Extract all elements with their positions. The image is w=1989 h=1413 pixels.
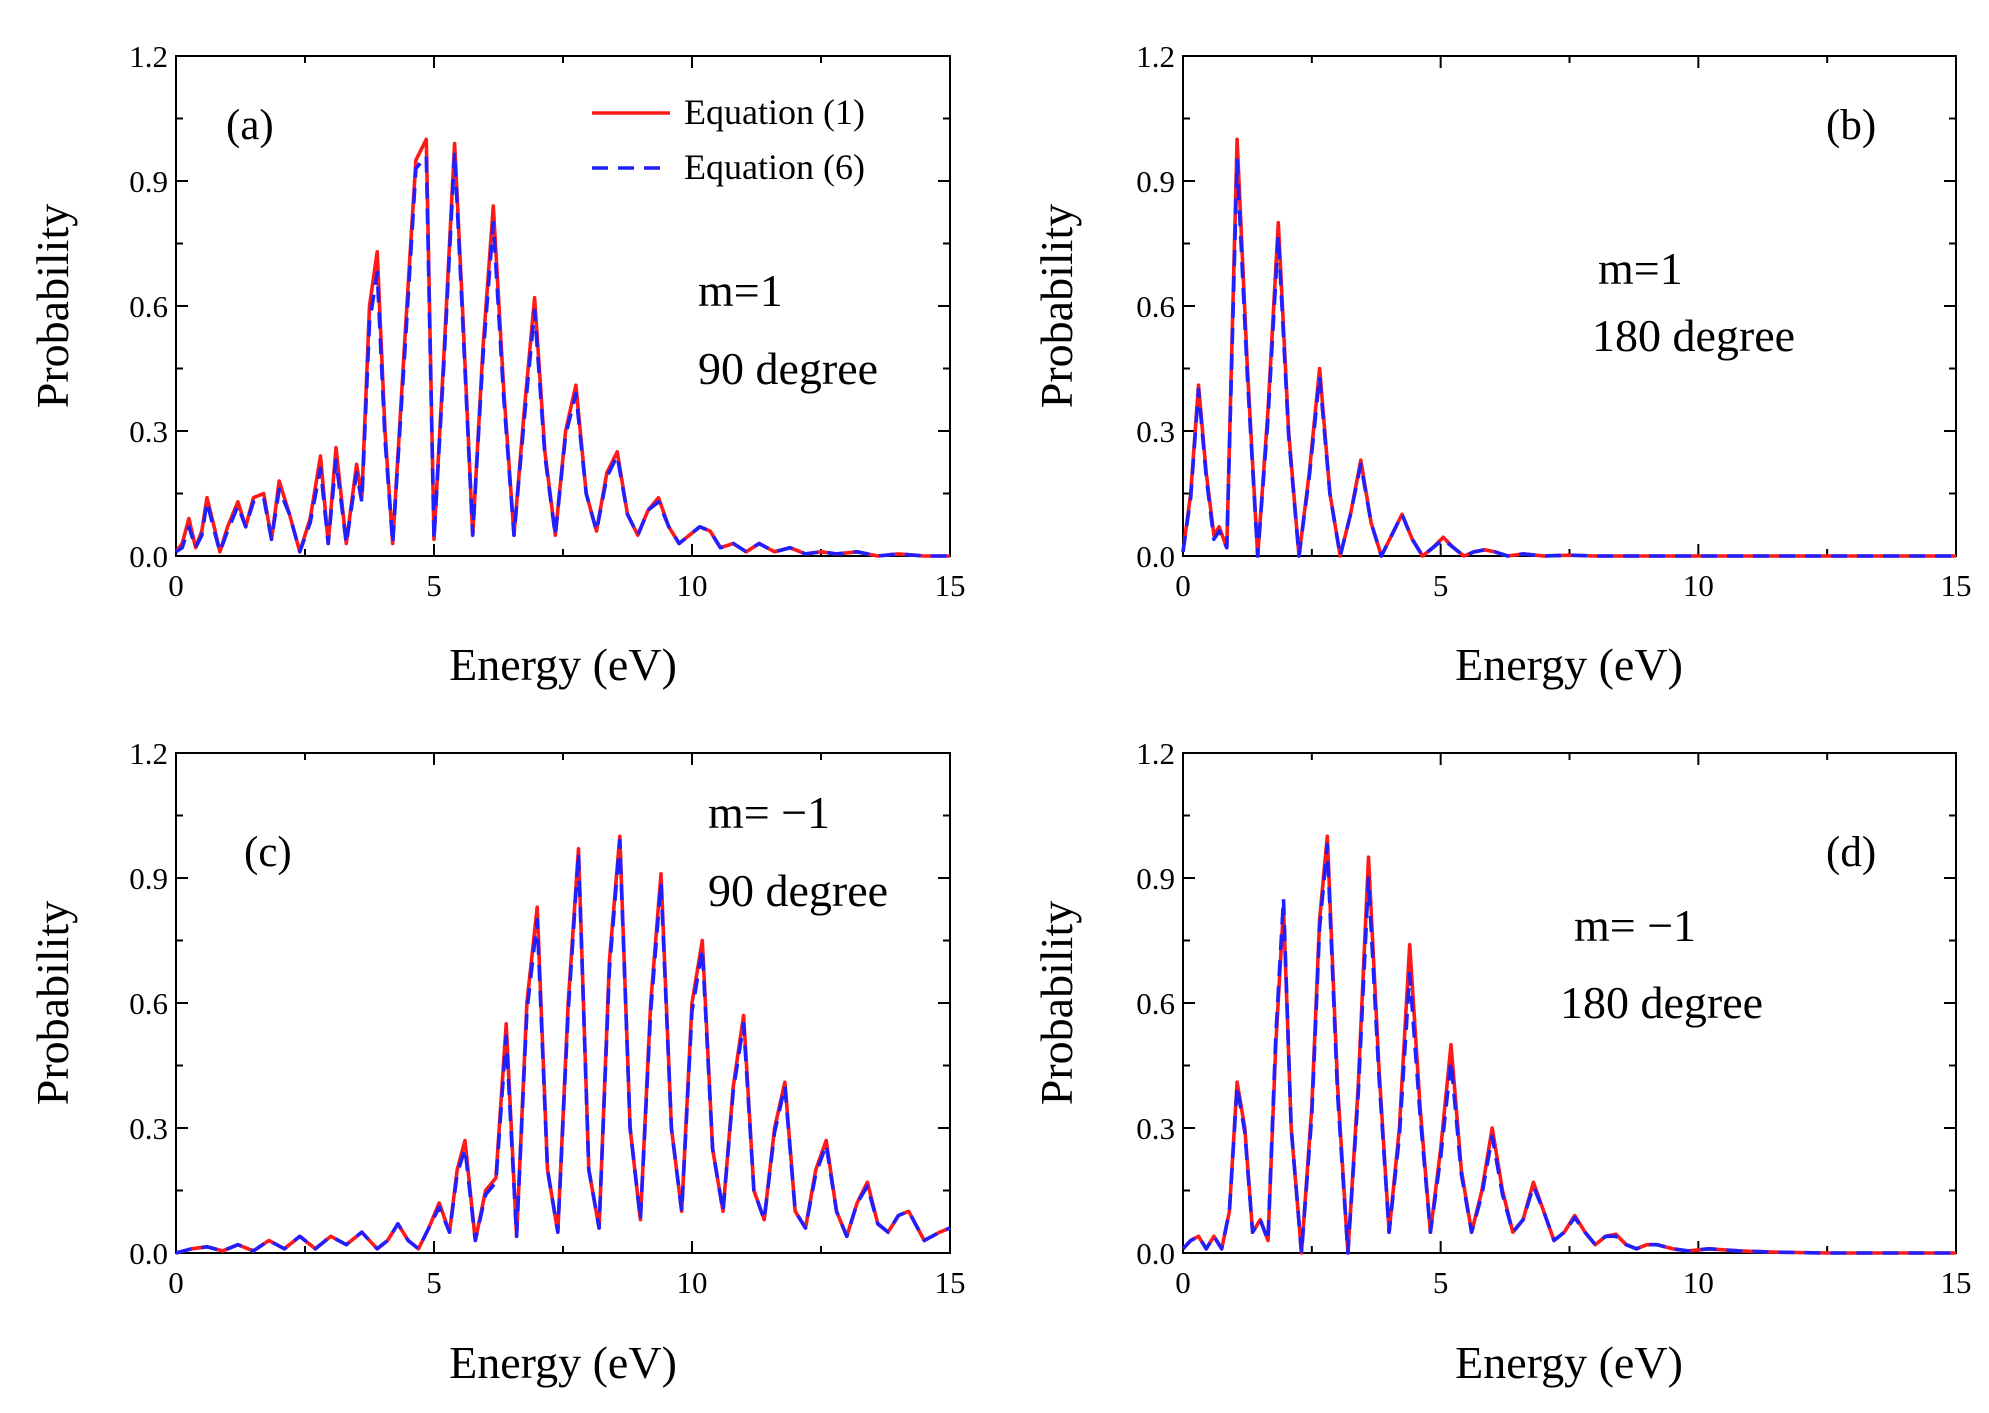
- y-tick-label: 0.0: [129, 539, 168, 574]
- y-tick-label: 0.9: [129, 164, 168, 199]
- x-tick-label: 15: [1941, 568, 1972, 603]
- x-tick-labels: 0 5 10 15: [168, 568, 965, 603]
- y-tick-label: 0.6: [129, 289, 168, 324]
- y-tick-label: 1.2: [1136, 39, 1175, 74]
- panel-b: 0 5 10 15 0.0 0.3 0.6 0.9 1.2 Energy (eV) Proba…: [1031, 39, 1972, 690]
- x-tick-label: 0: [1175, 568, 1191, 603]
- x-tick-label: 5: [426, 568, 442, 603]
- x-tick-label: 10: [677, 568, 708, 603]
- axis-ticks: [175, 752, 951, 1254]
- x-tick-label: 0: [1175, 1265, 1191, 1300]
- x-tick-label: 5: [1433, 1265, 1449, 1300]
- series-line-equation-6: [1181, 842, 1956, 1255]
- x-tick-label: 0: [168, 1265, 184, 1300]
- panel-label: (a): [226, 102, 274, 149]
- y-axis-title: Probability: [1031, 204, 1082, 408]
- annotation-angle: 90 degree: [698, 343, 878, 394]
- y-axis-title: Probability: [1031, 901, 1082, 1105]
- y-tick-labels: 0.0 0.3 0.6 0.9 1.2: [1136, 736, 1175, 1271]
- x-axis-title: Energy (eV): [1455, 1337, 1683, 1388]
- y-tick-label: 0.6: [1136, 986, 1175, 1021]
- x-tick-labels: 0 5 10 15: [168, 1265, 965, 1300]
- series-line-equation-6: [1181, 158, 1956, 558]
- panel-c: 0 5 10 15 0.0 0.3 0.6 0.9 1.2 Energy (eV) Proba…: [27, 736, 966, 1388]
- annotation-angle: 90 degree: [708, 865, 888, 916]
- y-tick-label: 0.0: [1136, 1236, 1175, 1271]
- x-tick-label: 15: [935, 568, 966, 603]
- y-tick-label: 1.2: [1136, 736, 1175, 771]
- series-line-equation-1: [1181, 834, 1956, 1255]
- annotation-m: m=1: [698, 265, 783, 316]
- panel-a: 0 5 10 15 0.0 0.3 0.6 0.9 1.2 Energy (eV) Proba…: [27, 39, 966, 690]
- y-tick-labels: 0.0 0.3 0.6 0.9 1.2: [129, 736, 168, 1271]
- y-tick-label: 0.0: [129, 1236, 168, 1271]
- plot-frame: [175, 752, 951, 1254]
- annotation-angle: 180 degree: [1560, 977, 1763, 1028]
- y-tick-labels: 0.0 0.3 0.6 0.9 1.2: [1136, 39, 1175, 574]
- y-tick-label: 0.6: [1136, 289, 1175, 324]
- panel-label: (d): [1826, 829, 1876, 876]
- y-axis-title: Probability: [27, 901, 78, 1105]
- x-tick-label: 10: [1683, 1265, 1714, 1300]
- x-axis-title: Energy (eV): [449, 639, 677, 690]
- y-tick-label: 0.9: [129, 861, 168, 896]
- series-line-equation-6: [175, 838, 951, 1255]
- x-tick-labels: 0 5 10 15: [1175, 568, 1971, 603]
- annotation-m: m= −1: [1574, 900, 1696, 951]
- y-tick-label: 0.3: [129, 414, 168, 449]
- y-tick-label: 0.9: [1136, 164, 1175, 199]
- y-tick-label: 0.6: [129, 986, 168, 1021]
- x-tick-label: 10: [1683, 568, 1714, 603]
- panel-d: 0 5 10 15 0.0 0.3 0.6 0.9 1.2 Energy (eV) Proba…: [1031, 736, 1972, 1388]
- legend-label-equation-1: Equation (1): [684, 92, 865, 132]
- y-tick-labels: 0.0 0.3 0.6 0.9 1.2: [129, 39, 168, 574]
- x-tick-label: 15: [1941, 1265, 1972, 1300]
- x-tick-label: 10: [677, 1265, 708, 1300]
- x-tick-label: 0: [168, 568, 184, 603]
- y-tick-label: 0.3: [1136, 414, 1175, 449]
- panel-label: (c): [244, 829, 292, 876]
- x-tick-label: 15: [935, 1265, 966, 1300]
- legend-label-equation-6: Equation (6): [684, 147, 865, 187]
- legend: Equation (1) Equation (6): [592, 92, 865, 187]
- x-axis-title: Energy (eV): [1455, 639, 1683, 690]
- y-tick-label: 0.3: [129, 1111, 168, 1146]
- y-tick-label: 1.2: [129, 39, 168, 74]
- x-tick-label: 5: [426, 1265, 442, 1300]
- x-axis-title: Energy (eV): [449, 1337, 677, 1388]
- y-axis-title: Probability: [27, 204, 78, 408]
- annotation-m: m=1: [1598, 243, 1683, 294]
- y-tick-label: 0.3: [1136, 1111, 1175, 1146]
- panel-label: (b): [1826, 102, 1876, 149]
- annotation-m: m= −1: [708, 787, 830, 838]
- series-line-equation-1: [1181, 137, 1956, 558]
- x-tick-label: 5: [1433, 568, 1449, 603]
- y-tick-label: 1.2: [129, 736, 168, 771]
- series-line-equation-6: [175, 150, 950, 558]
- annotation-angle: 180 degree: [1592, 310, 1795, 361]
- y-tick-label: 0.0: [1136, 539, 1175, 574]
- y-tick-label: 0.9: [1136, 861, 1175, 896]
- x-tick-labels: 0 5 10 15: [1175, 1265, 1971, 1300]
